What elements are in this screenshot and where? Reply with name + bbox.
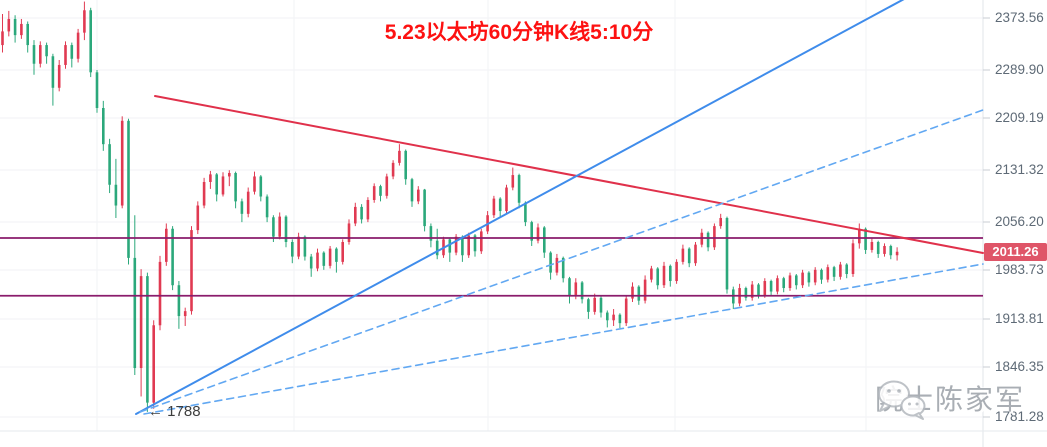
price-axis-label: 2131.32 [995,162,1044,177]
price-axis-label: 1983.73 [995,262,1044,277]
price-axis-label: 1781.28 [995,409,1044,424]
last-price-tag: 2011.26 [984,242,1047,261]
price-axis-label: 1846.35 [995,359,1044,374]
price-axis-label: 2056.20 [995,214,1044,229]
low-price-annotation: ← 1788 [148,403,201,420]
price-axis-label: 1913.81 [995,311,1044,326]
price-axis-label: 2373.56 [995,10,1044,25]
price-axis-label: 2209.19 [995,110,1044,125]
chart-title: 5.23以太坊60分钟K线5:10分 [384,21,654,44]
price-axis-label: 2289.90 [995,62,1044,77]
